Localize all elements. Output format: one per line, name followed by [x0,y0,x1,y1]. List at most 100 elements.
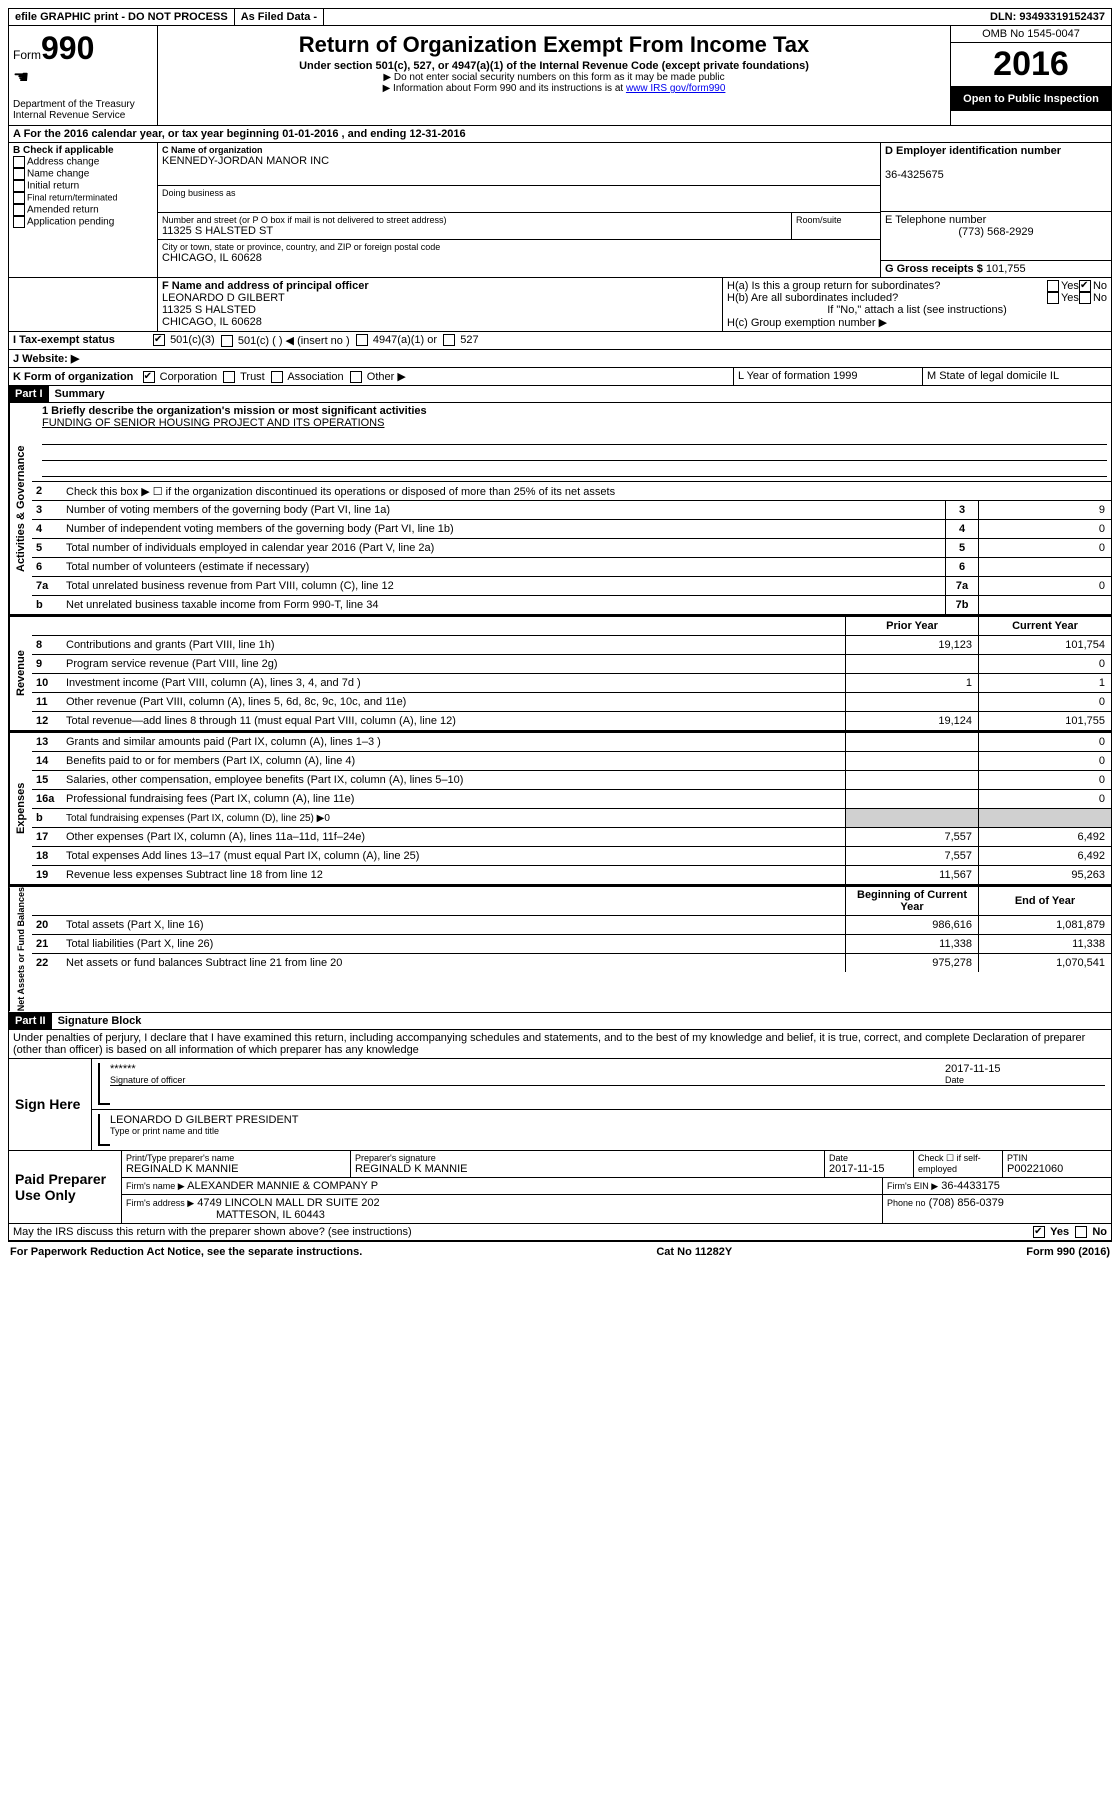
footer-mid: Cat No 11282Y [656,1246,732,1258]
l8-desc: Contributions and grants (Part VIII, lin… [64,637,845,653]
i-527[interactable]: 527 [443,334,478,347]
i-501c3[interactable]: 501(c)(3) [153,334,215,347]
l9-desc: Program service revenue (Part VIII, line… [64,656,845,672]
part2-decl: Under penalties of perjury, I declare th… [9,1030,1111,1059]
l17-desc: Other expenses (Part IX, column (A), lin… [64,829,845,845]
ha-yes[interactable]: Yes [1047,280,1079,292]
sign-here-block: Sign Here ****** Signature of officer 20… [9,1059,1111,1151]
ptin: P00221060 [1007,1163,1107,1175]
l16b-desc: Total fundraising expenses (Part IX, col… [64,811,845,826]
section-c: C Name of organization KENNEDY-JORDAN MA… [158,143,881,277]
section-deg: D Employer identification number 36-4325… [881,143,1111,277]
irs-link[interactable]: www IRS gov/form990 [626,83,725,94]
l20-p: 986,616 [845,916,978,934]
form-prefix: Form [13,48,41,62]
l21-desc: Total liabilities (Part X, line 26) [64,936,845,952]
cb-final[interactable]: Final return/terminated [13,192,153,204]
form-number: 990 [41,30,94,66]
topbar: efile GRAPHIC print - DO NOT PROCESS As … [9,9,1111,26]
l2: Check this box ▶ ☐ if the organization d… [64,483,1111,500]
i-501c[interactable]: 501(c) ( ) ◀ (insert no ) [221,334,350,347]
l3-desc: Number of voting members of the governin… [64,502,945,518]
hb-yes[interactable]: Yes [1047,292,1079,304]
check-self[interactable]: Check ☐ if self-employed [914,1151,1003,1177]
hb-no[interactable]: No [1079,292,1107,304]
hdr-end: End of Year [978,887,1111,915]
asfiled-label: As Filed Data - [235,9,324,25]
header-center: Return of Organization Exempt From Incom… [158,26,950,125]
l12-c: 101,755 [978,712,1111,730]
ha-no[interactable]: No [1079,280,1107,292]
l18-desc: Total expenses Add lines 13–17 (must equ… [64,848,845,864]
l22-desc: Net assets or fund balances Subtract lin… [64,955,845,971]
l9-p [845,655,978,673]
l13-desc: Grants and similar amounts paid (Part IX… [64,734,845,750]
l21-p: 11,338 [845,935,978,953]
officer-addr2: CHICAGO, IL 60628 [162,316,718,328]
city-label: City or town, state or province, country… [162,242,876,252]
section-f: F Name and address of principal officer … [158,278,723,331]
hdr-prior: Prior Year [845,617,978,635]
firm-city: MATTESON, IL 60443 [126,1209,325,1221]
l18-c: 6,492 [978,847,1111,865]
hdr-beg: Beginning of Current Year [845,887,978,915]
i-4947[interactable]: 4947(a)(1) or [356,334,437,347]
sign-stars: ****** [110,1063,945,1075]
i-label: I Tax-exempt status [13,334,153,347]
l7b-val [978,596,1111,614]
cb-initial[interactable]: Initial return [13,180,153,192]
tax-year: 2016 [951,43,1111,87]
l16a-c: 0 [978,790,1111,808]
l7b-desc: Net unrelated business taxable income fr… [64,597,945,613]
l12-p: 19,124 [845,712,978,730]
cb-amended[interactable]: Amended return [13,204,153,216]
l8-c: 101,754 [978,636,1111,654]
cb-address[interactable]: Address change [13,156,153,168]
l3-val: 9 [978,501,1111,519]
sign-sig-label: Signature of officer [110,1075,945,1086]
l7a-val: 0 [978,577,1111,595]
l11-c: 0 [978,693,1111,711]
cb-pending[interactable]: Application pending [13,216,153,228]
addr-label: Number and street (or P O box if mail is… [162,215,787,225]
part2-header: Part II Signature Block [9,1013,1111,1030]
revenue-block: Revenue Prior YearCurrent Year 8Contribu… [9,615,1111,731]
phone-label: E Telephone number [885,214,1107,226]
footer: For Paperwork Reduction Act Notice, see … [8,1241,1112,1262]
room-label: Room/suite [796,215,876,225]
l14-c: 0 [978,752,1111,770]
paid-label: Paid Preparer Use Only [9,1151,121,1223]
discuss-text: May the IRS discuss this return with the… [13,1226,1033,1238]
gross-label: G Gross receipts $ [885,263,983,275]
part2-label: Part II [9,1013,52,1029]
side-ag: Activities & Governance [9,403,32,614]
k-other[interactable]: Other ▶ [350,371,406,383]
org-name-label: C Name of organization [162,145,876,155]
l6-val [978,558,1111,576]
efile-label: efile GRAPHIC print - DO NOT PROCESS [9,9,235,25]
section-j: J Website: ▶ [9,350,1111,368]
hdr-curr: Current Year [978,617,1111,635]
section-b-label: B Check if applicable [13,145,153,156]
part1-label: Part I [9,386,49,402]
l16a-desc: Professional fundraising fees (Part IX, … [64,791,845,807]
phone-val: (773) 568-2929 [885,226,1107,238]
section-b: B Check if applicable Address change Nam… [9,143,158,277]
form-header: Form990 ☚ Department of the Treasury Int… [9,26,1111,126]
h-c: H(c) Group exemption number ▶ [727,316,1107,329]
form-note1: ▶ Do not enter social security numbers o… [162,72,946,83]
irs-label: Internal Revenue Service [13,110,125,121]
l19-c: 95,263 [978,866,1111,884]
officer-label: F Name and address of principal officer [162,280,718,292]
l17-c: 6,492 [978,828,1111,846]
k-corp[interactable]: Corporation [143,371,218,383]
discuss-yes[interactable]: Yes [1033,1226,1069,1238]
mission-block: 1 Briefly describe the organization's mi… [32,403,1111,482]
k-assoc[interactable]: Association [271,371,344,383]
cb-name[interactable]: Name change [13,168,153,180]
k-trust[interactable]: Trust [223,371,265,383]
h-b: H(b) Are all subordinates included? [727,292,1047,304]
discuss-no[interactable]: No [1075,1226,1107,1238]
section-a: A For the 2016 calendar year, or tax yea… [9,126,1111,143]
sign-date: 2017-11-15 [945,1063,1105,1075]
